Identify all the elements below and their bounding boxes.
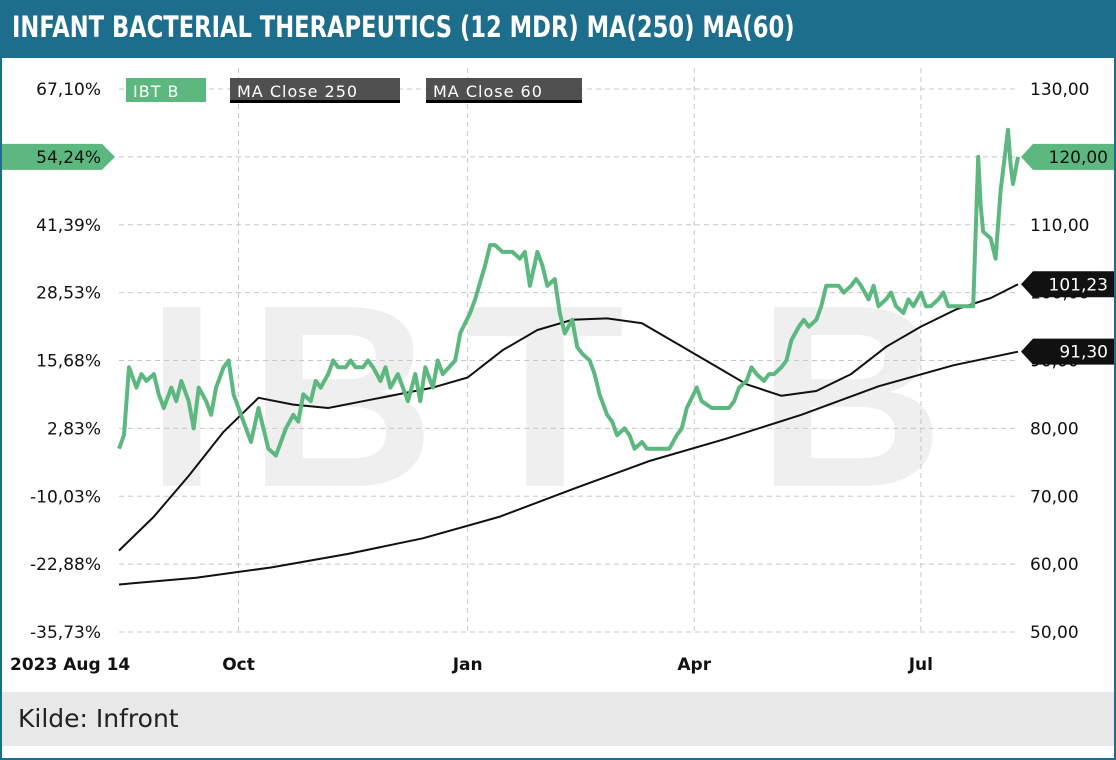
left-tick-label: -10,03% xyxy=(30,487,101,507)
tag-left: 54,24% xyxy=(2,143,115,170)
legend-item: IBT B xyxy=(126,78,206,102)
tag-shape xyxy=(1021,271,1114,298)
right-tick-label: 130,00 xyxy=(1030,80,1089,100)
legend-item: MA Close 60 xyxy=(426,78,582,103)
title-bar: INFANT BACTERIAL THERAPEUTICS (12 MDR) M… xyxy=(2,2,1114,58)
footer: Kilde: Infront xyxy=(2,692,1114,746)
legend-swatch xyxy=(230,78,400,102)
tag-shape xyxy=(1021,338,1114,365)
x-tick-label: Jan xyxy=(452,655,483,675)
left-tick-label: 2,83% xyxy=(47,419,101,439)
x-tick-label: 2023 Aug 14 xyxy=(10,655,130,675)
legend-item: MA Close 250 xyxy=(230,78,400,103)
legend-swatch xyxy=(126,78,206,102)
left-tick-label: 67,10% xyxy=(36,80,101,100)
tag-value: 54,24% xyxy=(36,148,101,168)
right-tick-label: 70,00 xyxy=(1030,487,1079,507)
x-tick-label: Apr xyxy=(677,655,711,675)
legend-underline xyxy=(426,100,582,103)
tag-shape xyxy=(2,143,115,170)
chart-title: INFANT BACTERIAL THERAPEUTICS (12 MDR) M… xyxy=(12,10,795,44)
left-tick-label: 15,68% xyxy=(36,352,101,372)
legend-swatch xyxy=(426,78,582,102)
tag-right: 91,30 xyxy=(1021,338,1114,365)
tag-value: 101,23 xyxy=(1049,275,1108,295)
legend-label: MA Close 250 xyxy=(237,82,358,101)
x-axis: 2023 Aug 14 Oct Jan Apr Jul xyxy=(10,655,933,675)
tag-shape xyxy=(1021,143,1114,170)
left-tick-label: -35,73% xyxy=(30,623,101,643)
series-line-0 xyxy=(117,127,1020,458)
legend: IBT B MA Close 250 MA Close 60 xyxy=(126,78,582,103)
left-tick-label: 41,39% xyxy=(36,216,101,236)
source-note: Kilde: Infront xyxy=(18,704,179,733)
right-tick-label: 110,00 xyxy=(1030,216,1089,236)
chart-svg: IBT B 67,10% 54,24% 41,39% 28,53% 15,68% 2,83… xyxy=(2,68,1114,675)
series-line-1 xyxy=(118,350,1019,586)
series-lines xyxy=(117,127,1020,586)
left-tick-label: -22,88% xyxy=(30,555,101,575)
legend-underline xyxy=(230,100,400,103)
tag-value: 91,30 xyxy=(1059,343,1108,363)
legend-label: MA Close 60 xyxy=(433,82,543,101)
legend-label: IBT B xyxy=(133,82,180,101)
watermark: IBT B xyxy=(146,252,975,542)
tag-value: 120,00 xyxy=(1049,148,1108,168)
x-tick-label: Oct xyxy=(222,655,255,675)
tag-right: 101,23 xyxy=(1021,271,1114,298)
right-tick-label: 60,00 xyxy=(1030,555,1079,575)
tag-right: 120,00 xyxy=(1021,143,1114,170)
right-tick-label: 80,00 xyxy=(1030,419,1079,439)
left-tick-label: 28,53% xyxy=(36,284,101,304)
last-value-tags: 120,00 91,30 101,23 54,24% xyxy=(2,143,1114,365)
x-tick-label: Jul xyxy=(908,655,933,675)
right-tick-label: 50,00 xyxy=(1030,623,1079,643)
